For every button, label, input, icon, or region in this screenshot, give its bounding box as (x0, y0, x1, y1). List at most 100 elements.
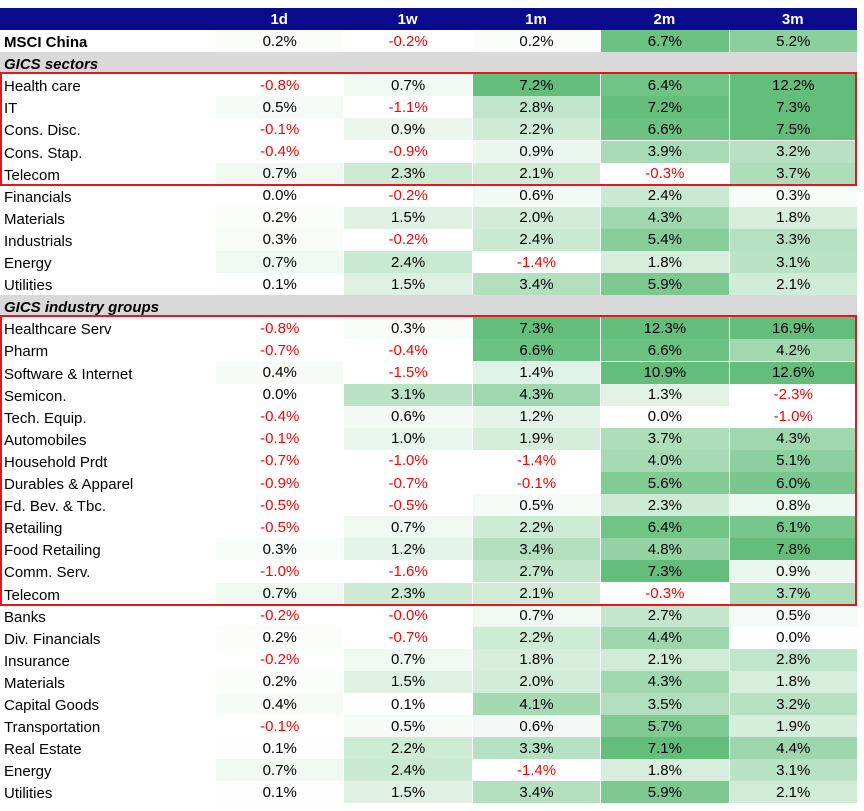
value-cell-1w: -0.7% (343, 626, 472, 649)
row-label: Materials (4, 674, 65, 692)
value-cell-2m: 12.3% (600, 317, 729, 340)
row-label: Real Estate (4, 741, 82, 759)
value-cell-1w: 1.5% (343, 273, 472, 296)
value-cell-1d: 0.1% (215, 273, 344, 296)
value-cell-2m: 5.6% (600, 472, 729, 495)
value-cell-1m: 1.8% (471, 648, 601, 671)
value-cell-1w: -0.5% (343, 494, 472, 517)
value-cell-1w: 1.2% (343, 538, 472, 561)
value-cell-1d: -0.4% (215, 405, 344, 428)
header-corner (0, 8, 215, 30)
column-header-1w: 1w (397, 10, 418, 28)
table-row: Materials 0.2% 1.5% 2.0% 4.3% 1.8% (0, 206, 857, 229)
value-cell-1w: -0.7% (343, 472, 472, 495)
value-cell-2m: 6.7% (600, 30, 729, 53)
value-cell-1m: 3.4% (471, 273, 601, 296)
value-cell-3m: 7.3% (728, 96, 857, 119)
row-label: Durables & Apparel (4, 476, 134, 494)
value-cell-2m: 6.6% (600, 118, 729, 141)
value-cell-3m: 3.3% (728, 228, 857, 251)
value-cell-1w: 0.3% (343, 317, 472, 340)
column-header-3m: 3m (781, 10, 804, 28)
value-cell-3m: 3.1% (728, 759, 857, 782)
value-cell-1w: -1.6% (343, 560, 472, 583)
value-cell-1m: 2.2% (471, 626, 601, 649)
value-cell-2m: 2.3% (600, 494, 729, 517)
value-cell-1w: -0.9% (343, 140, 472, 163)
value-cell-1d: 0.3% (215, 228, 344, 251)
value-cell-2m: 5.9% (600, 273, 729, 296)
section-header: GICS sectors (0, 52, 857, 75)
value-cell-2m: 0.0% (600, 405, 729, 428)
value-cell-2m: 1.3% (600, 383, 729, 406)
value-cell-1d: 0.2% (215, 30, 344, 53)
table-row: Telecom 0.7% 2.3% 2.1% -0.3% 3.7% (0, 582, 857, 605)
row-label: Comm. Serv. (4, 564, 91, 582)
row-label: Energy (4, 255, 52, 273)
value-cell-3m: 3.2% (728, 693, 857, 716)
value-cell-3m: 2.8% (728, 648, 857, 671)
value-cell-2m: 4.4% (600, 626, 729, 649)
value-cell-1m: 2.0% (471, 670, 601, 693)
value-cell-3m: 4.2% (728, 339, 857, 362)
value-cell-1w: 2.3% (343, 162, 472, 185)
table-row: Comm. Serv. -1.0% -1.6% 2.7% 7.3% 0.9% (0, 560, 857, 583)
table-row: Fd. Bev. & Tbc. -0.5% -0.5% 0.5% 2.3% 0.8% (0, 494, 857, 517)
row-label: Software & Internet (4, 365, 133, 383)
value-cell-2m: 7.1% (600, 737, 729, 760)
value-cell-1m: 3.3% (471, 737, 601, 760)
value-cell-1w: -1.0% (343, 449, 472, 472)
value-cell-2m: 3.7% (600, 427, 729, 450)
table-row: Durables & Apparel -0.9% -0.7% -0.1% 5.6% 6.0… (0, 472, 857, 495)
value-cell-3m: 12.6% (728, 361, 857, 384)
value-cell-1d: -0.8% (215, 74, 344, 97)
column-header-2m: 2m (653, 10, 676, 28)
value-cell-1w: -0.4% (343, 339, 472, 362)
row-label: Semicon. (4, 387, 67, 405)
value-cell-1d: 0.2% (215, 206, 344, 229)
value-cell-1w: 0.9% (343, 118, 472, 141)
value-cell-1m: 1.9% (471, 427, 601, 450)
row-label: Automobiles (4, 431, 87, 449)
value-cell-2m: 3.9% (600, 140, 729, 163)
value-cell-1m: 1.4% (471, 361, 601, 384)
value-cell-2m: 6.4% (600, 74, 729, 97)
value-cell-1w: 0.7% (343, 648, 472, 671)
value-cell-1d: -0.2% (215, 604, 344, 627)
table-row: Retailing -0.5% 0.7% 2.2% 6.4% 6.1% (0, 516, 857, 539)
value-cell-1m: 0.7% (471, 604, 601, 627)
value-cell-2m: 2.1% (600, 648, 729, 671)
value-cell-1d: -0.1% (215, 715, 344, 738)
table-row: Industrials 0.3% -0.2% 2.4% 5.4% 3.3% (0, 228, 857, 251)
value-cell-1m: 2.4% (471, 228, 601, 251)
column-header-1m: 1m (525, 10, 547, 28)
value-cell-1w: 2.4% (343, 759, 472, 782)
table-row: Utilities 0.1% 1.5% 3.4% 5.9% 2.1% (0, 273, 857, 296)
value-cell-2m: 3.5% (600, 693, 729, 716)
value-cell-3m: 3.7% (728, 582, 857, 605)
table-row: Cons. Stap. -0.4% -0.9% 0.9% 3.9% 3.2% (0, 140, 857, 163)
value-cell-1m: 4.3% (471, 383, 601, 406)
value-cell-1d: -0.1% (215, 427, 344, 450)
table-row: Energy 0.7% 2.4% -1.4% 1.8% 3.1% (0, 759, 857, 782)
value-cell-1w: -0.2% (343, 184, 472, 207)
value-cell-1m: 2.2% (471, 516, 601, 539)
value-cell-2m: 4.3% (600, 670, 729, 693)
value-cell-1d: 0.1% (215, 781, 344, 804)
value-cell-1d: -0.5% (215, 516, 344, 539)
value-cell-3m: 16.9% (728, 317, 857, 340)
table-row: Software & Internet 0.4% -1.5% 1.4% 10.9% 12.… (0, 361, 857, 384)
table-row: Telecom 0.7% 2.3% 2.1% -0.3% 3.7% (0, 162, 857, 185)
value-cell-1m: 2.1% (471, 582, 601, 605)
value-cell-1w: -0.2% (343, 30, 472, 53)
value-cell-2m: 4.3% (600, 206, 729, 229)
row-label: Pharm (4, 343, 49, 361)
value-cell-1m: -1.4% (471, 759, 601, 782)
row-label: Materials (4, 210, 65, 228)
value-cell-3m: 0.9% (728, 560, 857, 583)
value-cell-1d: 0.4% (215, 361, 344, 384)
row-label: Healthcare Serv (4, 321, 112, 339)
table-row: Insurance -0.2% 0.7% 1.8% 2.1% 2.8% (0, 648, 857, 671)
value-cell-2m: 1.8% (600, 759, 729, 782)
